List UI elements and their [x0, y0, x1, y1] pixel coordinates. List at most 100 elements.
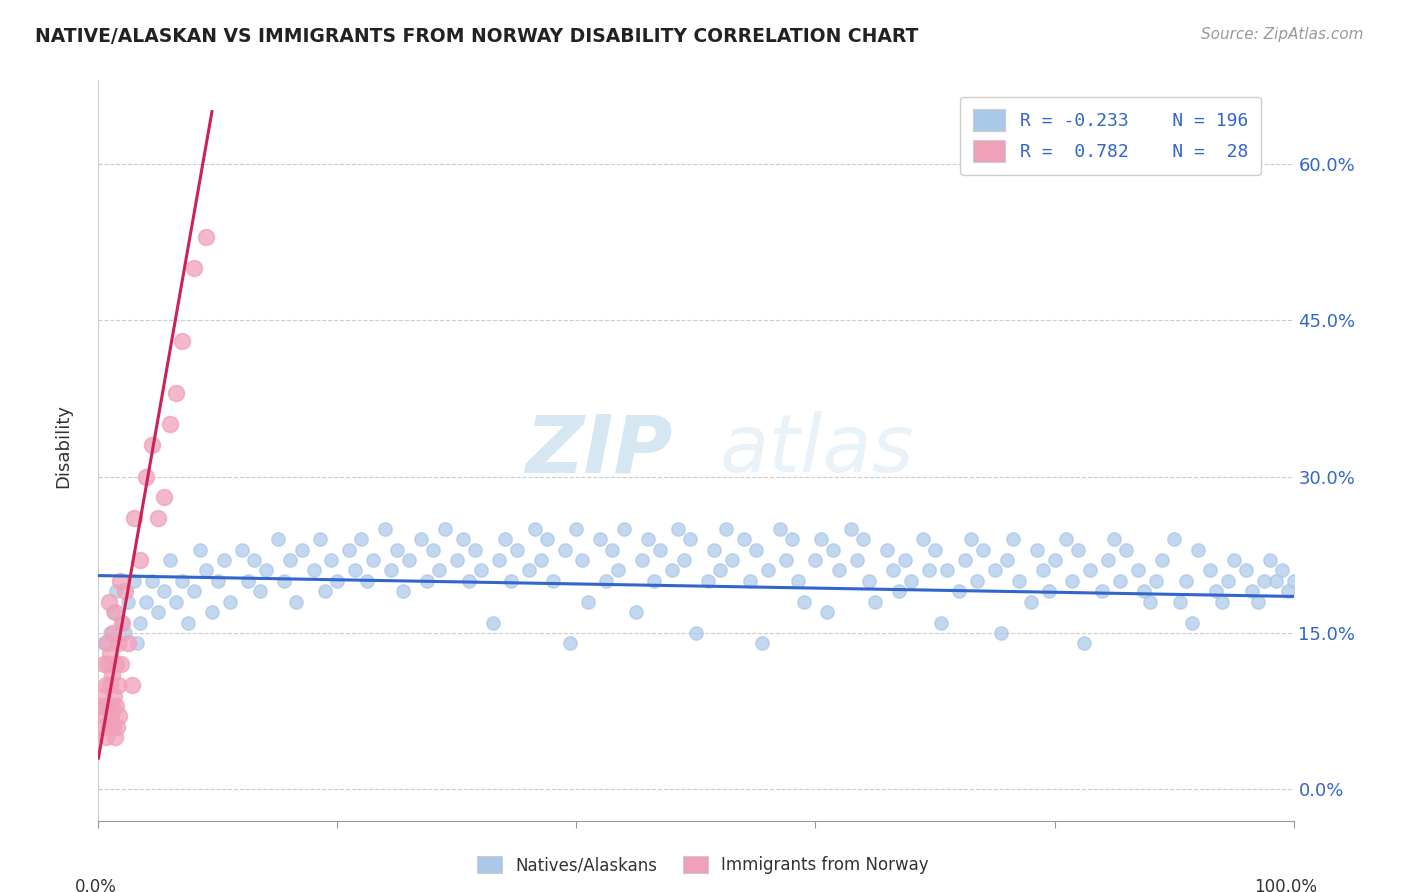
Point — [98, 595, 121, 609]
Point — [105, 584, 128, 599]
Point — [201, 605, 224, 619]
Point — [291, 542, 314, 557]
Point — [1168, 595, 1191, 609]
Point — [1144, 574, 1167, 588]
Point — [96, 698, 118, 713]
Point — [810, 532, 832, 546]
Point — [571, 553, 593, 567]
Point — [1032, 563, 1054, 577]
Point — [1223, 553, 1246, 567]
Point — [530, 553, 553, 567]
Point — [470, 563, 492, 577]
Point — [1264, 574, 1286, 588]
Point — [1247, 595, 1270, 609]
Point — [339, 542, 361, 557]
Text: atlas: atlas — [720, 411, 915, 490]
Point — [243, 553, 266, 567]
Point — [900, 574, 922, 588]
Point — [97, 657, 120, 672]
Point — [936, 563, 959, 577]
Point — [685, 626, 707, 640]
Point — [1073, 636, 1095, 650]
Point — [482, 615, 505, 630]
Point — [114, 626, 136, 640]
Point — [302, 563, 325, 577]
Point — [1019, 595, 1042, 609]
Point — [1181, 615, 1204, 630]
Point — [703, 542, 725, 557]
Point — [589, 532, 612, 546]
Point — [124, 574, 146, 588]
Point — [679, 532, 702, 546]
Point — [374, 522, 396, 536]
Point — [924, 542, 946, 557]
Point — [188, 542, 211, 557]
Point — [990, 626, 1012, 640]
Legend: R = -0.233    N = 196, R =  0.782    N =  28: R = -0.233 N = 196, R = 0.782 N = 28 — [960, 96, 1261, 175]
Point — [1109, 574, 1132, 588]
Point — [446, 553, 468, 567]
Point — [751, 636, 773, 650]
Point — [780, 532, 803, 546]
Point — [1080, 563, 1102, 577]
Point — [1234, 563, 1257, 577]
Point — [93, 636, 115, 650]
Point — [177, 615, 200, 630]
Point — [650, 542, 672, 557]
Point — [165, 595, 187, 609]
Text: Source: ZipAtlas.com: Source: ZipAtlas.com — [1201, 27, 1364, 42]
Text: 100.0%: 100.0% — [1254, 878, 1317, 892]
Point — [129, 615, 152, 630]
Point — [578, 595, 600, 609]
Point — [666, 522, 689, 536]
Point — [107, 636, 129, 650]
Point — [101, 605, 124, 619]
Point — [105, 657, 128, 672]
Point — [148, 511, 170, 525]
Point — [94, 678, 117, 692]
Point — [560, 636, 582, 650]
Point — [995, 553, 1018, 567]
Point — [714, 522, 737, 536]
Point — [111, 615, 134, 630]
Point — [93, 657, 115, 672]
Point — [117, 595, 139, 609]
Point — [846, 553, 869, 567]
Point — [344, 563, 367, 577]
Point — [517, 563, 540, 577]
Point — [889, 584, 911, 599]
Point — [817, 605, 839, 619]
Point — [153, 584, 176, 599]
Point — [101, 720, 124, 734]
Point — [153, 491, 176, 505]
Point — [1240, 584, 1263, 599]
Point — [427, 563, 450, 577]
Text: NATIVE/ALASKAN VS IMMIGRANTS FROM NORWAY DISABILITY CORRELATION CHART: NATIVE/ALASKAN VS IMMIGRANTS FROM NORWAY… — [35, 27, 918, 45]
Point — [828, 563, 851, 577]
Point — [284, 595, 307, 609]
Point — [953, 553, 976, 567]
Point — [1025, 542, 1047, 557]
Point — [1253, 574, 1275, 588]
Point — [121, 678, 143, 692]
Text: 0.0%: 0.0% — [75, 878, 117, 892]
Point — [673, 553, 696, 567]
Point — [195, 229, 218, 244]
Point — [117, 636, 139, 650]
Point — [135, 469, 157, 483]
Point — [350, 532, 373, 546]
Point — [1062, 574, 1084, 588]
Point — [960, 532, 983, 546]
Point — [745, 542, 768, 557]
Point — [554, 542, 576, 557]
Point — [565, 522, 588, 536]
Point — [110, 657, 132, 672]
Point — [536, 532, 558, 546]
Point — [231, 542, 253, 557]
Point — [416, 574, 439, 588]
Point — [733, 532, 755, 546]
Point — [254, 563, 277, 577]
Point — [1067, 542, 1090, 557]
Point — [948, 584, 970, 599]
Point — [135, 595, 157, 609]
